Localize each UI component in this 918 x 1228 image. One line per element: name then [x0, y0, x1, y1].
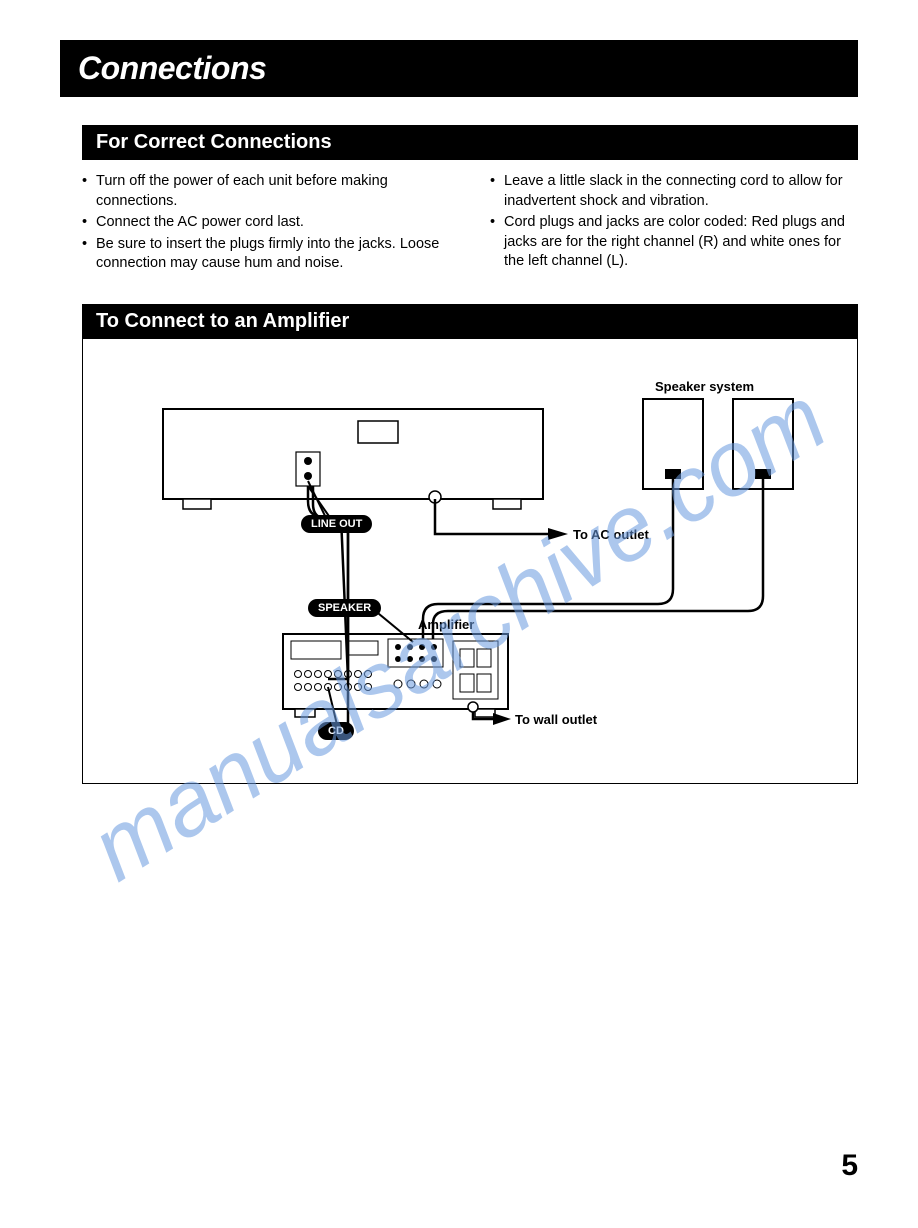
connection-diagram: LINE OUT SPEAKER CD Speaker system Ampli…: [82, 339, 858, 784]
line-out-pill: LINE OUT: [301, 515, 372, 533]
page-number: 5: [841, 1149, 858, 1183]
bullet-columns: Turn off the power of each unit before m…: [82, 172, 858, 276]
bullet-item: Be sure to insert the plugs firmly into …: [82, 235, 450, 274]
section-correct-connections: For Correct Connections: [82, 125, 858, 160]
left-column: Turn off the power of each unit before m…: [82, 172, 450, 276]
to-wall-outlet-label: To wall outlet: [515, 712, 597, 727]
bullet-item: Leave a little slack in the connecting c…: [490, 172, 858, 211]
to-ac-outlet-label: To AC outlet: [573, 527, 649, 542]
page-title: Connections: [60, 40, 858, 97]
bullet-item: Cord plugs and jacks are color coded: Re…: [490, 213, 858, 272]
bullet-item: Turn off the power of each unit before m…: [82, 172, 450, 211]
cd-pill: CD: [318, 722, 354, 740]
speaker-system-label: Speaker system: [655, 379, 754, 394]
diagram-svg: [83, 339, 859, 784]
section-amplifier: To Connect to an Amplifier: [82, 304, 858, 339]
amplifier-label: Amplifier: [418, 617, 474, 632]
speaker-pill: SPEAKER: [308, 599, 381, 617]
right-column: Leave a little slack in the connecting c…: [490, 172, 858, 276]
bullet-item: Connect the AC power cord last.: [82, 213, 450, 233]
